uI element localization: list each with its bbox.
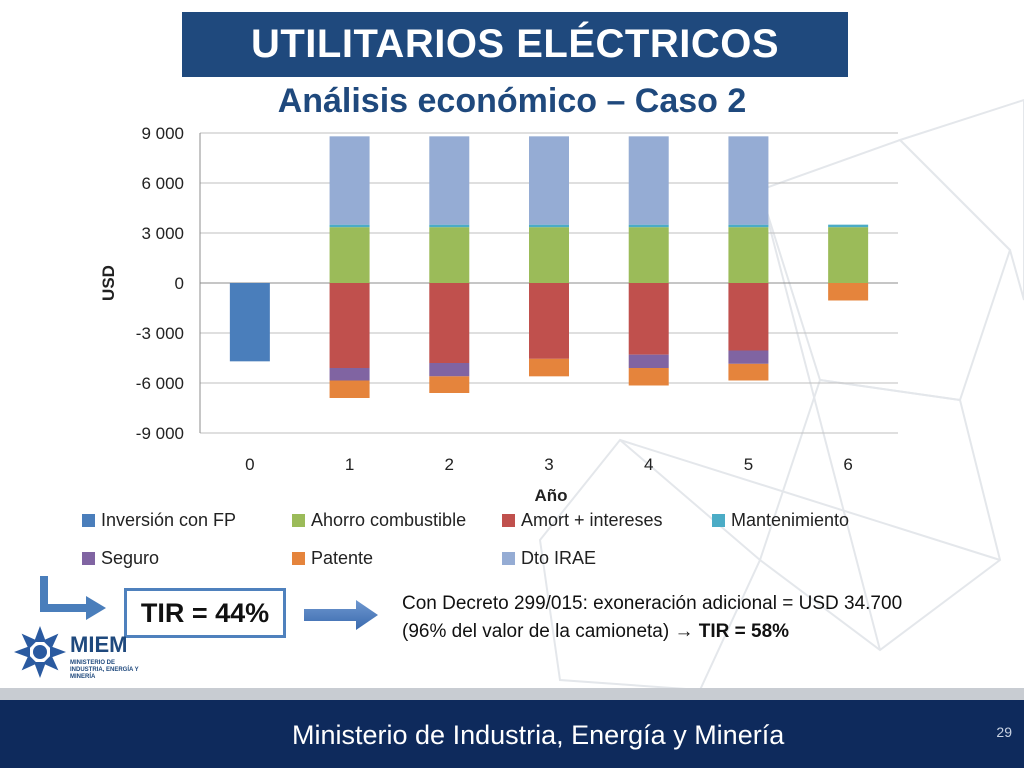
x-tick-label: 5 xyxy=(744,455,753,474)
bar-segment xyxy=(529,283,569,359)
y-tick-label: 9 000 xyxy=(141,124,184,143)
bent-arrow-icon xyxy=(40,576,106,620)
sun-logo-icon xyxy=(14,626,66,678)
legend-swatch xyxy=(502,514,515,527)
y-axis-title: USD xyxy=(99,265,118,301)
footer-stripe xyxy=(0,688,1024,700)
legend-swatch xyxy=(82,552,95,565)
bar-segment xyxy=(529,358,569,377)
bar-segment xyxy=(529,227,569,283)
tir-result-box: TIR = 44% xyxy=(124,588,286,638)
bar-segment xyxy=(229,283,270,362)
bar-segment xyxy=(329,227,370,283)
bar-segment xyxy=(728,227,769,283)
note-line-2-text: (96% del valor de la camioneta) xyxy=(402,621,675,642)
bar-segment xyxy=(329,136,370,225)
x-tick-label: 3 xyxy=(544,455,553,474)
bar-segment xyxy=(728,224,769,228)
bar-segment xyxy=(628,354,669,368)
legend-label: Mantenimiento xyxy=(731,510,850,530)
bar-segment xyxy=(429,227,470,283)
legend-item: Ahorro combustible xyxy=(292,510,466,531)
bar-segment xyxy=(429,283,470,363)
legend-item: Inversión con FP xyxy=(82,510,236,531)
y-tick-label: 3 000 xyxy=(141,224,184,243)
page-title: UTILITARIOS ELÉCTRICOS xyxy=(182,12,848,77)
legend-label: Amort + intereses xyxy=(521,510,663,530)
legend-swatch xyxy=(502,552,515,565)
miem-logo xyxy=(14,626,66,678)
y-tick-label: -3 000 xyxy=(136,324,184,343)
note-line-1: Con Decreto 299/015: exoneración adicion… xyxy=(402,593,903,614)
legend-label: Patente xyxy=(311,548,374,568)
legend-item: Mantenimiento xyxy=(712,510,849,531)
y-tick-label: 0 xyxy=(175,274,184,293)
legend-item: Patente xyxy=(292,548,373,569)
footer-bar xyxy=(0,700,1024,768)
bar-segment xyxy=(429,224,470,228)
legend-label: Inversión con FP xyxy=(101,510,237,530)
y-tick-label: -9 000 xyxy=(136,424,184,443)
bar-segment xyxy=(329,224,370,228)
bar-segment xyxy=(728,350,769,364)
x-tick-label: 0 xyxy=(245,455,254,474)
legend-label: Dto IRAE xyxy=(521,548,597,568)
arrow-right-icon: → xyxy=(674,621,694,642)
stacked-bar-chart: 9 000 6 000 3 000 0 -3 000 -6 000 -9 000 0 1 2 3 4 5… xyxy=(99,124,898,505)
bar-segment xyxy=(628,283,669,355)
bar-segment xyxy=(329,380,370,398)
bar-segment xyxy=(828,283,869,301)
bar-segment xyxy=(529,224,569,228)
x-tick-label: 2 xyxy=(445,455,454,474)
bar-segment xyxy=(828,224,869,228)
logo-name: MIEM xyxy=(70,632,128,657)
legend-item: Dto IRAE xyxy=(502,548,596,569)
bar-segment xyxy=(329,368,370,381)
page-number: 29 xyxy=(996,724,1012,740)
legend-label: Ahorro combustible xyxy=(311,510,467,530)
bar-segment xyxy=(728,363,769,381)
legend-label: Seguro xyxy=(101,548,160,568)
bar-segment xyxy=(429,363,470,377)
page-subtitle: Análisis económico – Caso 2 xyxy=(277,82,747,120)
x-tick-label: 6 xyxy=(843,455,852,474)
bar-segment xyxy=(628,227,669,283)
bar-segment xyxy=(529,136,569,225)
legend-swatch xyxy=(82,514,95,527)
bar-segment xyxy=(429,136,470,225)
legend-swatch xyxy=(292,552,305,565)
bar-segment xyxy=(828,227,869,283)
right-arrow-icon xyxy=(304,600,378,630)
note-tir-value: TIR = 58% xyxy=(698,621,790,642)
x-tick-label: 4 xyxy=(644,455,653,474)
decree-note: Con Decreto 299/015: exoneración adicion… xyxy=(402,590,1022,646)
legend-swatch xyxy=(292,514,305,527)
bar-segment xyxy=(728,283,769,351)
bar-segment xyxy=(329,283,370,368)
legend-swatch xyxy=(712,514,725,527)
note-line-2: (96% del valor de la camioneta) → TIR = … xyxy=(402,618,1022,646)
footer-ministry-name: Ministerio de Industria, Energía y Miner… xyxy=(292,720,785,750)
bar-segment xyxy=(429,376,470,393)
y-tick-label: -6 000 xyxy=(136,374,184,393)
logo-subtitle: MINISTERIO DE INDUSTRIA, ENERGÍA Y MINER… xyxy=(70,660,139,680)
legend-item: Seguro xyxy=(82,548,159,569)
bar-segment xyxy=(628,368,669,386)
x-axis-title: Año xyxy=(534,486,567,505)
x-tick-label: 1 xyxy=(345,455,354,474)
legend-item: Amort + intereses xyxy=(502,510,663,531)
bar-segment xyxy=(728,136,769,225)
bar-segment xyxy=(628,136,669,225)
bar-segment xyxy=(628,224,669,228)
y-tick-label: 6 000 xyxy=(141,174,184,193)
